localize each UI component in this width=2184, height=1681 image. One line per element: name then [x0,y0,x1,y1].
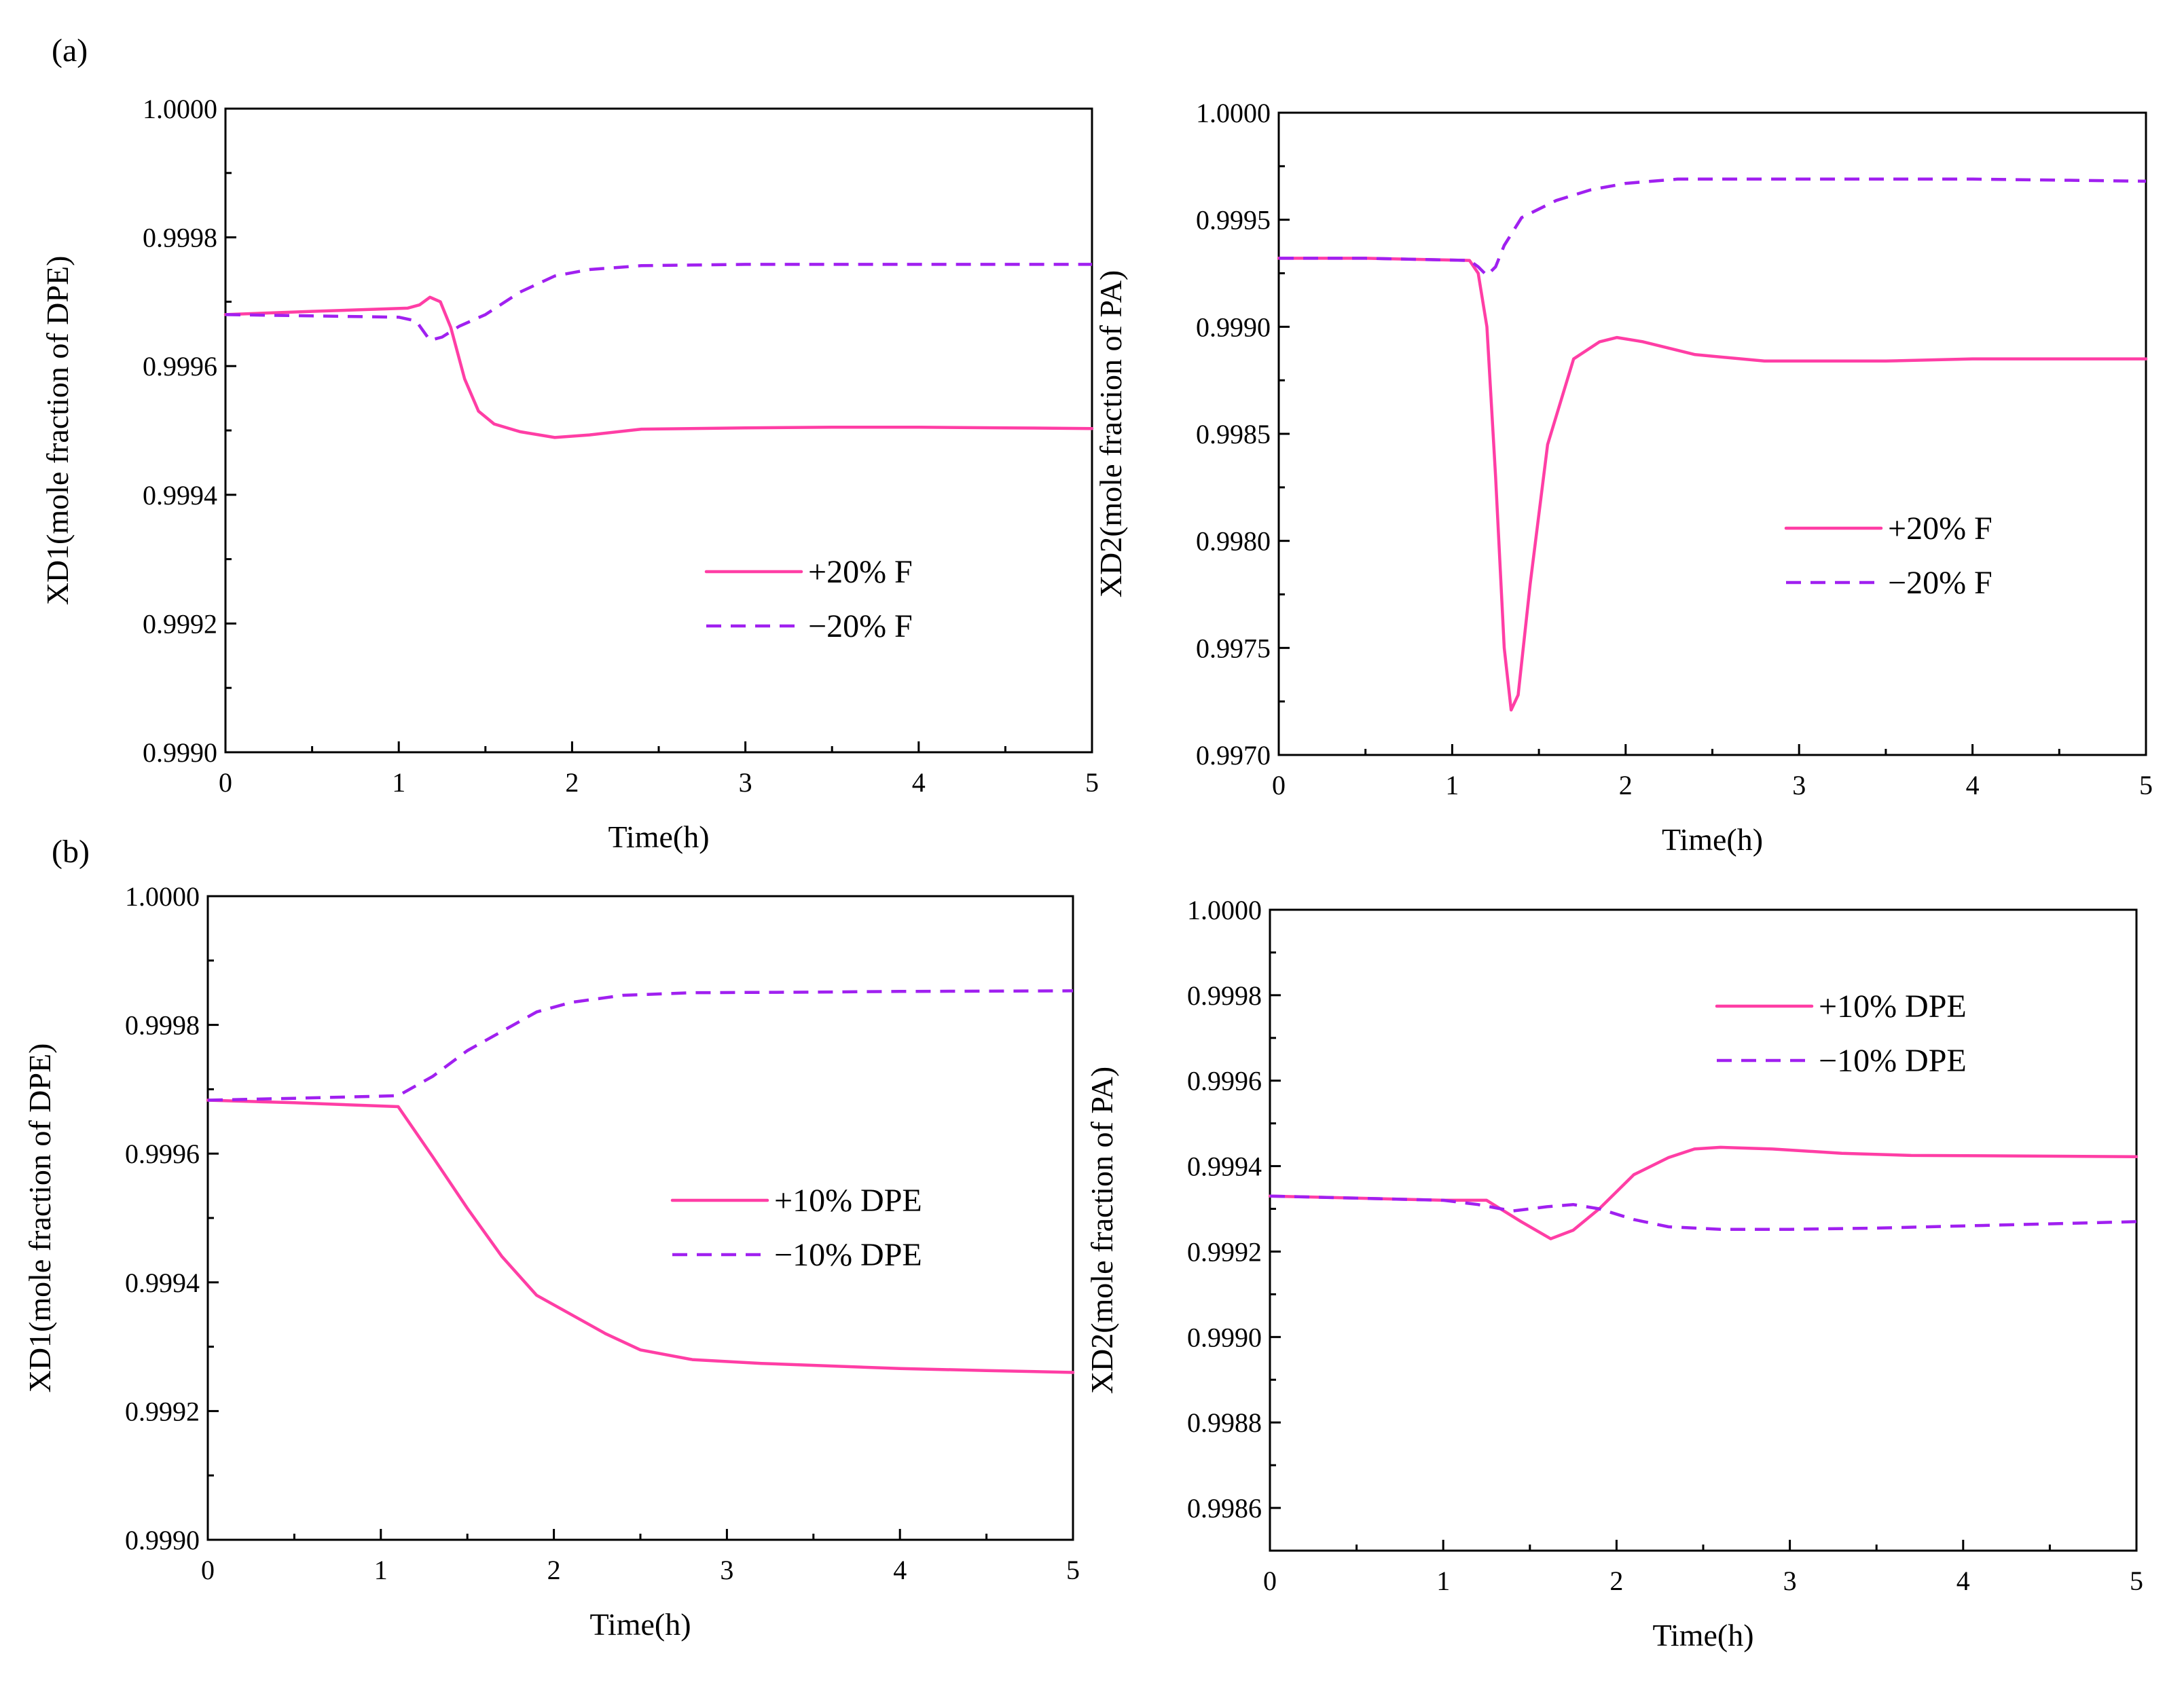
y-tick-label: 0.9985 [1196,419,1271,449]
y-tick-label: 0.9998 [125,1010,200,1041]
y-tick-label: 1.0000 [143,94,217,124]
x-tick-label: 4 [893,1555,907,1585]
legend-label: +20% F [808,554,913,590]
x-tick-label: 3 [739,767,752,798]
x-tick-label: 4 [912,767,926,798]
y-tick-label: 0.9996 [1187,1066,1262,1096]
series-line [207,989,1074,1102]
x-tick-label: 2 [1609,1566,1623,1596]
y-tick-label: 0.9990 [143,737,217,768]
y-tick-label: 0.9994 [125,1268,200,1298]
plot-a-xd2: 0 1 2 3 4 5 0.9970 0.9975 0.9980 0.9985 0.9990 0.99… [1093,98,2153,857]
y-axis-title: XD1(mole fraction of DPE) [40,256,75,606]
x-tick-label: 0 [201,1555,215,1585]
x-tick-label: 3 [1783,1566,1797,1596]
y-tick-label: 0.9990 [125,1525,200,1555]
legend-label: +10% DPE [774,1183,922,1219]
y-tick-label: 0.9975 [1196,633,1271,663]
y-tick-label: 0.9996 [125,1139,200,1169]
series-line [1269,1194,2137,1231]
y-tick-label: 0.9990 [1196,312,1271,342]
y-tick-label: 0.9988 [1187,1407,1262,1438]
x-tick-label: 0 [219,767,232,798]
series-line [1279,177,2147,277]
legend-label: −10% DPE [774,1237,922,1273]
x-tick-label: 0 [1263,1566,1277,1596]
legend-label: +10% DPE [1819,989,1967,1024]
legend-label: −10% DPE [1819,1043,1967,1079]
legend-label: −20% F [1888,565,1992,601]
series-line [1268,1145,2138,1240]
panel-label-b: (b) [52,834,90,870]
x-tick-label: 2 [547,1555,561,1585]
y-tick-label: 0.9992 [125,1396,200,1426]
x-tick-label: 2 [565,767,579,798]
x-tick-label: 4 [1956,1566,1970,1596]
plot-a-xd1: 0 1 2 3 4 5 0.9990 0.9992 0.9994 0.9996 0.9998 1.00… [40,94,1099,854]
panel-label-a: (a) [52,33,88,69]
y-tick-label: 0.9970 [1196,740,1271,771]
x-tick-label: 1 [392,767,405,798]
x-tick-label: 3 [1792,770,1806,800]
plot-b-xd2: 0 1 2 3 4 5 0.9986 0.9988 0.9990 0.9992 0.9994 0.99… [1085,895,2143,1652]
series-line [223,295,1094,439]
series-line [1277,257,2148,712]
y-tick-label: 1.0000 [1187,895,1262,925]
x-tick-label: 5 [1066,1555,1080,1585]
x-tick-label: 5 [2130,1566,2143,1596]
plot-frame [1277,111,2147,756]
y-tick-label: 0.9992 [143,608,217,639]
x-tick-label: 3 [720,1555,733,1585]
y-tick-label: 0.9986 [1187,1493,1262,1523]
y-tick-label: 0.9994 [1187,1151,1262,1182]
y-tick-label: 0.9994 [143,480,217,511]
x-tick-label: 4 [1966,770,1980,800]
x-tick-label: 1 [1436,1566,1450,1596]
y-tick-label: 0.9996 [143,351,217,382]
y-tick-label: 1.0000 [1196,98,1271,128]
legend-label: −20% F [808,608,913,644]
x-axis-title: Time(h) [608,819,709,854]
x-tick-label: 0 [1272,770,1286,800]
y-tick-label: 0.9995 [1196,205,1271,236]
x-tick-label: 1 [1445,770,1459,800]
y-axis-title: XD2(mole fraction of PA) [1085,1067,1119,1394]
y-tick-label: 0.9992 [1187,1236,1262,1267]
y-tick-label: 0.9998 [143,223,217,253]
series-line [225,263,1092,342]
x-axis-title: Time(h) [1652,1618,1753,1652]
y-axis-title: XD2(mole fraction of PA) [1093,270,1128,597]
x-axis-title: Time(h) [589,1607,691,1642]
x-tick-label: 1 [374,1555,388,1585]
y-tick-label: 0.9990 [1187,1322,1262,1352]
x-tick-label: 5 [2139,770,2153,800]
x-tick-label: 5 [1085,767,1099,798]
y-axis-title: XD1(mole fraction of DPE) [22,1043,57,1393]
plot-b-xd1: 0 1 2 3 4 5 0.9990 0.9992 0.9994 0.9996 0.9998 1.00… [22,881,1080,1642]
y-tick-label: 0.9980 [1196,526,1271,557]
series-line [206,1098,1075,1374]
y-tick-label: 1.0000 [125,881,200,912]
y-tick-label: 0.9998 [1187,980,1262,1011]
plot-frame [1269,908,2138,1552]
x-axis-title: Time(h) [1662,822,1763,857]
legend-label: +20% F [1888,511,1992,547]
x-tick-label: 2 [1619,770,1633,800]
